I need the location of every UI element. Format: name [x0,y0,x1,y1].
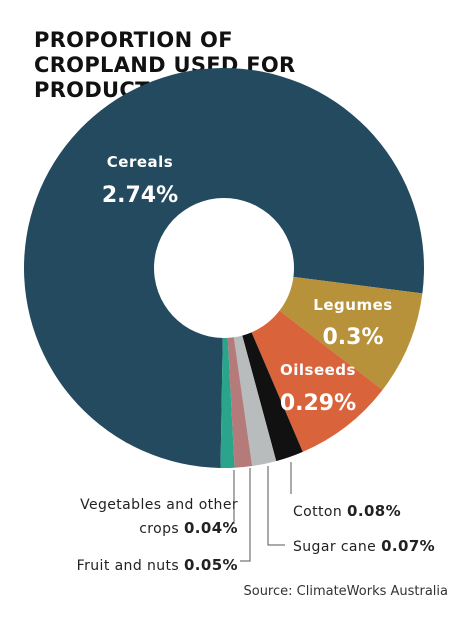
slice-label: Vegetables and other crops [80,497,238,537]
slice-value: 0.05% [183,556,238,574]
slice-label: Oilseeds [280,361,356,379]
slice-label: Legumes [313,296,392,314]
slice-label: Fruit and nuts [76,558,180,574]
slice-value: 0.29% [280,391,356,416]
leader-line [240,468,251,562]
slice-value: 0.3% [322,325,383,350]
outside-label: Vegetables and other crops 0.04% [58,494,238,541]
slice-value: 2.74% [102,183,178,208]
slice-value: 0.04% [183,519,238,537]
donut-slice [227,337,253,468]
donut-slice [233,335,277,467]
leader-line [267,466,285,546]
outside-label: Sugar cane 0.07% [293,535,435,559]
slice-label: Cotton [293,504,343,520]
outside-label: Fruit and nuts 0.05% [77,554,238,578]
outside-label: Cotton 0.08% [293,500,401,524]
donut-slice [251,310,383,452]
donut-slice [242,332,303,462]
slice-label: Sugar cane [293,539,377,555]
slice-value: 0.07% [381,537,436,555]
slice-label: Cereals [107,153,173,171]
slice-value: 0.08% [347,502,402,520]
donut-slice [279,276,423,390]
source: Source: ClimateWorks Australia [243,584,448,599]
donut-slice [24,67,424,468]
donut-slice [220,337,235,468]
